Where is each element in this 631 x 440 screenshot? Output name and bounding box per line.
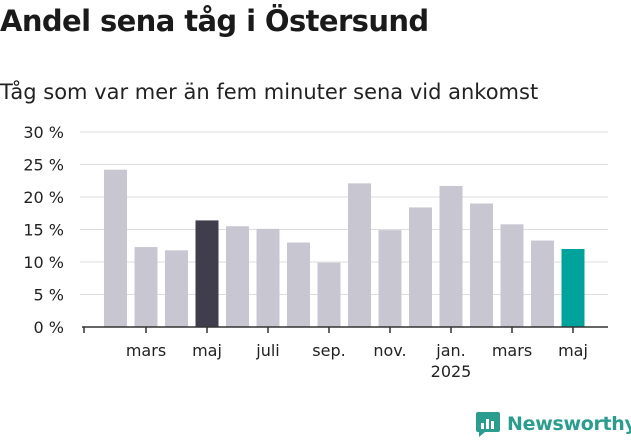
bar [226,226,249,327]
newsworthy-logo-icon [476,412,500,437]
x-tick-label: maj [192,341,222,360]
bar [348,183,371,327]
x-tick-label: sep. [312,341,345,360]
x-tick-label: maj [558,341,588,360]
y-tick-label: 15 % [23,221,64,240]
bar [531,240,554,327]
x-tick-label: jan. [435,341,465,360]
bar [317,262,341,327]
bar-chart: 0 % 5 % 10 % 15 % 20 % 25 % 30 % mars maj juli se… [23,123,608,381]
bar [378,230,402,327]
bar [256,228,280,327]
y-tick-label: 25 % [23,156,64,175]
bar [134,247,158,327]
y-tick-label: 5 % [34,286,64,305]
y-tick-label: 0 % [34,318,64,337]
y-tick-label: 10 % [23,253,64,272]
y-axis-ticks: 0 % 5 % 10 % 15 % 20 % 25 % 30 % [23,123,64,337]
y-tick-label: 30 % [23,123,64,142]
bar [287,242,310,327]
bar [470,203,493,327]
x-axis-ticks: mars maj juli sep. nov. jan. 2025 mars maj [126,327,588,381]
bar [439,185,463,327]
x-tick-sublabel: 2025 [431,362,472,381]
bar [104,169,127,327]
x-tick-label: nov. [373,341,406,360]
bar [561,249,585,327]
x-tick-label: juli [255,341,279,360]
x-tick-label: mars [492,341,532,360]
x-tick-label: mars [126,341,166,360]
chart-subtitle: Tåg som var mer än fem minuter sena vid … [0,80,539,104]
chart-title: Andel sena tåg i Östersund [0,4,429,38]
bar [195,220,219,327]
brand-name: Newsworthy [507,413,631,435]
brand-logo: Newsworthy [475,408,631,440]
bar [500,224,524,327]
bar [165,250,188,327]
bar [409,207,432,327]
bars [104,169,585,327]
gridlines [80,131,608,295]
x-axis [82,326,608,333]
y-tick-label: 20 % [23,188,64,207]
